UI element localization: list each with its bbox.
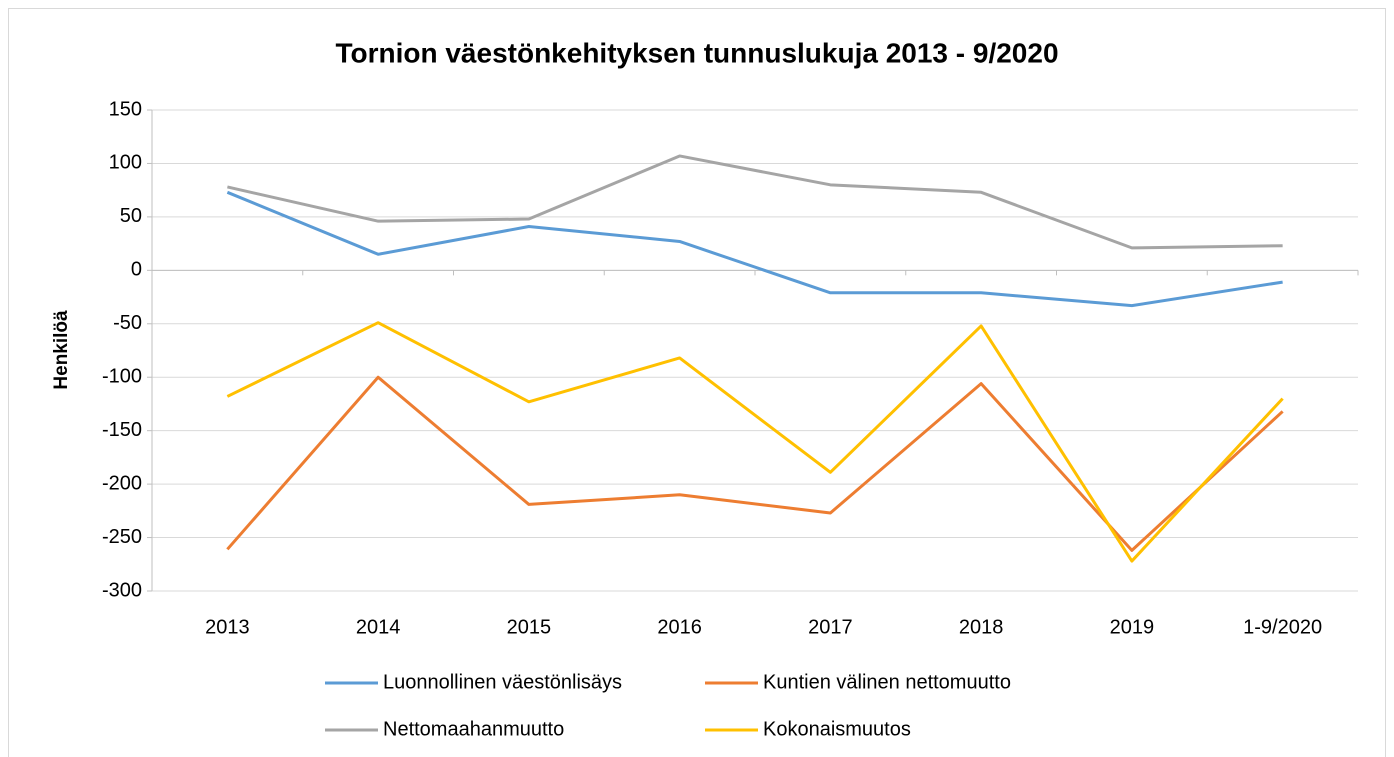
x-tick-label: 2014 (356, 616, 401, 638)
x-tick-label: 2013 (205, 616, 250, 638)
y-tick-label: -150 (102, 419, 142, 441)
y-tick-label: 50 (120, 205, 142, 227)
legend-label: Kuntien välinen nettomuutto (763, 671, 1011, 693)
series-line (226, 190, 1283, 308)
x-tick-label: 2019 (1110, 616, 1155, 638)
x-tick-label: 2018 (959, 616, 1004, 638)
x-tick-label: 1-9/2020 (1243, 616, 1322, 638)
legend-label: Nettomaahanmuutto (383, 718, 564, 740)
y-tick-label: -250 (102, 526, 142, 548)
legend-label: Kokonaismuutos (763, 718, 911, 740)
y-tick-label: -200 (102, 472, 142, 494)
y-tick-label: -300 (102, 579, 142, 601)
legend-label: Luonnollinen väestönlisäys (383, 671, 622, 693)
x-tick-label: 2015 (507, 616, 552, 638)
x-tick-label: 2016 (657, 616, 702, 638)
y-tick-label: 150 (109, 98, 142, 120)
y-tick-label: 100 (109, 152, 142, 174)
x-tick-label: 2017 (808, 616, 853, 638)
series-line (227, 154, 1283, 250)
y-tick-label: -50 (113, 312, 142, 334)
y-tick-label: -100 (102, 366, 142, 388)
y-axis-label: Henkilöä (51, 310, 72, 390)
series-line (226, 321, 1284, 563)
chart-title: Tornion väestönkehityksen tunnuslukuja 2… (335, 37, 1058, 68)
y-tick-label: 0 (131, 259, 142, 281)
chart-border (8, 8, 1386, 757)
